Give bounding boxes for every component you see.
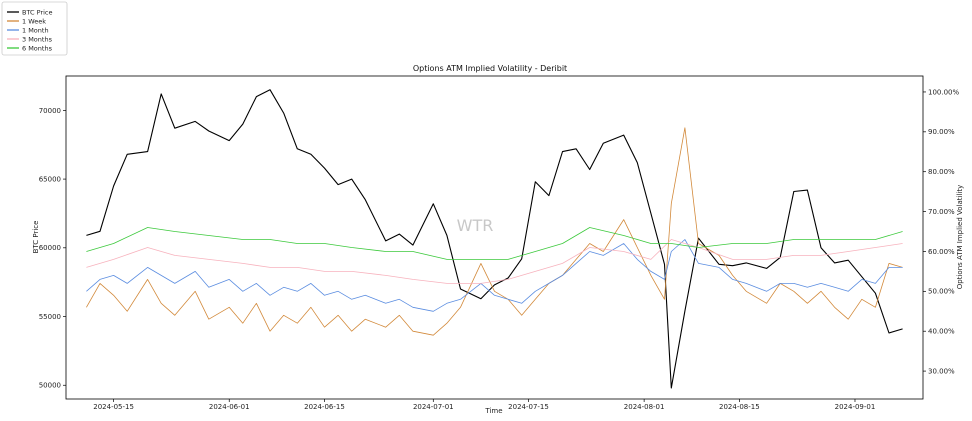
x-axis-title: Time — [484, 407, 502, 415]
series-line-btc-price — [86, 89, 903, 389]
right-axis-ticks: 30.00% 40.00% 50.00% 60.00% 70.00% 80.00% 90.0… — [923, 88, 959, 375]
chart-title: Options ATM Implied Volatility - Deribit — [413, 64, 567, 73]
x-axis-ticks: 2024-05-15 2024-06-01 2024-06-15 2024-07-01… — [93, 399, 875, 411]
right-tick-label: 100.00% — [928, 88, 959, 96]
left-tick-label: 60000 — [39, 244, 61, 252]
left-tick-label: 50000 — [39, 382, 61, 390]
right-tick-label: 80.00% — [928, 168, 955, 176]
legend-label-btc-price: BTC Price — [22, 8, 53, 16]
right-tick-label: 90.00% — [928, 128, 955, 136]
series-line-1-week — [86, 127, 903, 336]
plot-frame — [65, 75, 924, 400]
x-tick-label: 2024-06-01 — [209, 403, 250, 411]
left-axis-ticks: 50000 55000 60000 65000 70000 — [39, 107, 66, 390]
left-tick-label: 70000 — [39, 107, 61, 115]
right-tick-label: 30.00% — [928, 367, 955, 375]
left-axis-title: BTC Price — [32, 221, 40, 254]
x-tick-label: 2024-07-15 — [508, 403, 549, 411]
x-tick-label: 2024-05-15 — [93, 403, 134, 411]
left-tick-label: 65000 — [39, 175, 61, 183]
x-tick-label: 2024-08-15 — [719, 403, 760, 411]
legend-box — [1, 1, 68, 56]
right-tick-label: 70.00% — [928, 208, 955, 216]
watermark: WTR — [457, 216, 494, 235]
legend-label-3-months: 3 Months — [22, 35, 53, 43]
right-tick-label: 40.00% — [928, 328, 955, 336]
left-tick-label: 55000 — [39, 313, 61, 321]
series-line-1-month — [86, 239, 903, 312]
x-tick-label: 2024-09-01 — [835, 403, 876, 411]
series-line-3-months — [86, 239, 903, 284]
series-layer — [86, 89, 903, 389]
series-line-6-months — [86, 227, 903, 260]
right-tick-label: 60.00% — [928, 248, 955, 256]
legend-label-6-months: 6 Months — [22, 44, 53, 52]
x-tick-label: 2024-08-01 — [624, 403, 665, 411]
legend-label-1-month: 1 Month — [22, 26, 49, 34]
right-axis-title: Options ATM Implied Volatility — [956, 185, 964, 289]
x-tick-label: 2024-07-01 — [413, 403, 454, 411]
right-tick-label: 50.00% — [928, 288, 955, 296]
x-tick-label: 2024-06-15 — [304, 403, 345, 411]
legend-label-1-week: 1 Week — [22, 17, 46, 25]
